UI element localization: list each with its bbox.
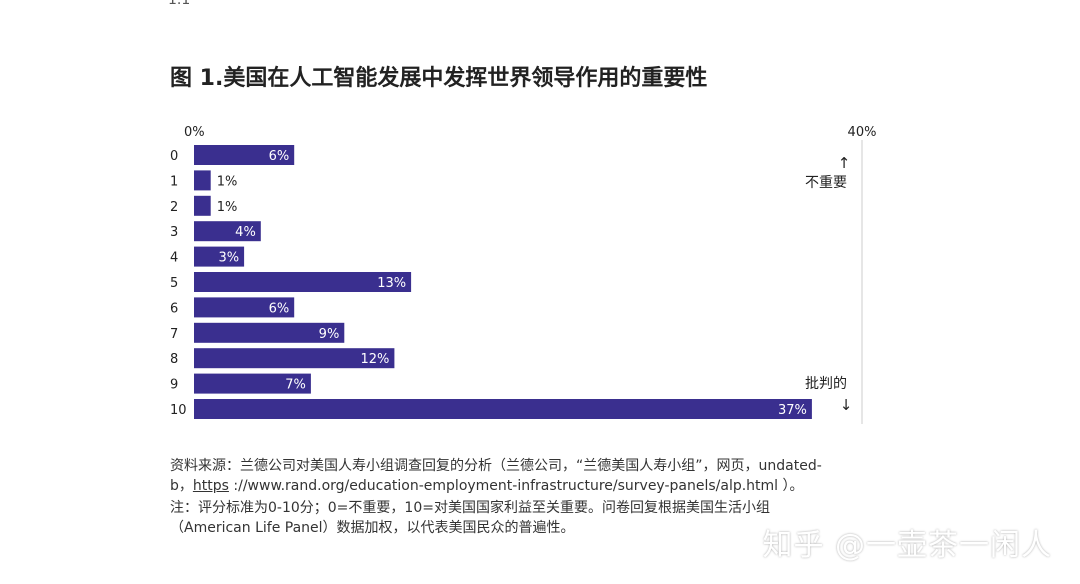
data-label: 7% bbox=[285, 378, 306, 393]
source-note: 资料来源：兰德公司对美国人寿小组调查回复的分析（兰德公司，“兰德美国人寿小组”，… bbox=[170, 456, 822, 496]
bar bbox=[194, 195, 211, 216]
figure-title: 图 1.美国在人工智能发展中发挥世界领导作用的重要性 bbox=[170, 66, 708, 91]
source-line-2-prefix: b， bbox=[170, 478, 193, 494]
category-label: 5 bbox=[170, 276, 178, 291]
data-label: 9% bbox=[319, 327, 340, 342]
bar bbox=[194, 272, 412, 292]
down-arrow-icon: ↓ bbox=[840, 396, 853, 414]
bar bbox=[194, 145, 295, 165]
category-label: 2 bbox=[170, 200, 178, 215]
data-label: 37% bbox=[778, 403, 807, 418]
category-label: 10 bbox=[170, 403, 187, 418]
category-label: 7 bbox=[170, 327, 178, 342]
data-label: 1% bbox=[217, 174, 238, 189]
watermark: 知乎 @一壶茶一闲人 bbox=[762, 528, 1052, 563]
category-label: 8 bbox=[170, 352, 178, 367]
bar bbox=[194, 348, 395, 369]
bar bbox=[194, 399, 812, 419]
category-label: 4 bbox=[170, 251, 178, 266]
footnote-line-2: （American Life Panel）数据加权，以代表美国民众的普遍性。 bbox=[170, 520, 575, 536]
source-url: ://www.rand.org/education-employment-inf… bbox=[228, 478, 804, 494]
footnote: 注：评分标准为0-10分；0=不重要，10=对美国国家利益至关重要。问卷回复根据… bbox=[170, 498, 770, 538]
data-label: 1% bbox=[217, 200, 238, 215]
data-label: 13% bbox=[377, 276, 406, 291]
source-link[interactable]: https bbox=[192, 478, 229, 494]
footnote-line-1: 注：评分标准为0-10分；0=不重要，10=对美国国家利益至关重要。问卷回复根据… bbox=[170, 500, 770, 516]
bar bbox=[194, 221, 261, 242]
data-label: 6% bbox=[269, 301, 290, 316]
data-label: 12% bbox=[360, 352, 389, 367]
data-label: 6% bbox=[269, 149, 290, 164]
category-label: 3 bbox=[170, 225, 178, 240]
category-label: 9 bbox=[170, 378, 178, 393]
bar bbox=[194, 373, 311, 394]
category-label: 6 bbox=[170, 301, 178, 316]
source-line-2: b，https ://www.rand.org/education-employ… bbox=[170, 476, 822, 496]
source-line-1: 资料来源：兰德公司对美国人寿小组调查回复的分析（兰德公司，“兰德美国人寿小组”，… bbox=[170, 458, 822, 474]
annotation-not-important: 不重要 bbox=[805, 175, 847, 191]
category-label: 0 bbox=[170, 149, 178, 164]
axis-min-label: 0% bbox=[184, 125, 205, 140]
bar-chart: 0% 40% 0 6% 1 1% 2 1% 3 4% 4 3% 5 13% 6 6% 7 9% 8 12% 9 7% 10 3… bbox=[170, 125, 877, 424]
data-label: 3% bbox=[218, 251, 239, 266]
bar bbox=[194, 170, 211, 191]
bar bbox=[194, 322, 345, 343]
up-arrow-icon: ↑ bbox=[838, 154, 851, 172]
data-label: 4% bbox=[235, 225, 256, 240]
page-number-fragment: 1.1 bbox=[168, 0, 191, 8]
bar bbox=[194, 297, 295, 318]
bar bbox=[194, 246, 245, 267]
axis-max-label: 40% bbox=[848, 125, 877, 140]
annotation-critical: 批判的 bbox=[805, 376, 847, 392]
category-label: 1 bbox=[170, 174, 178, 189]
